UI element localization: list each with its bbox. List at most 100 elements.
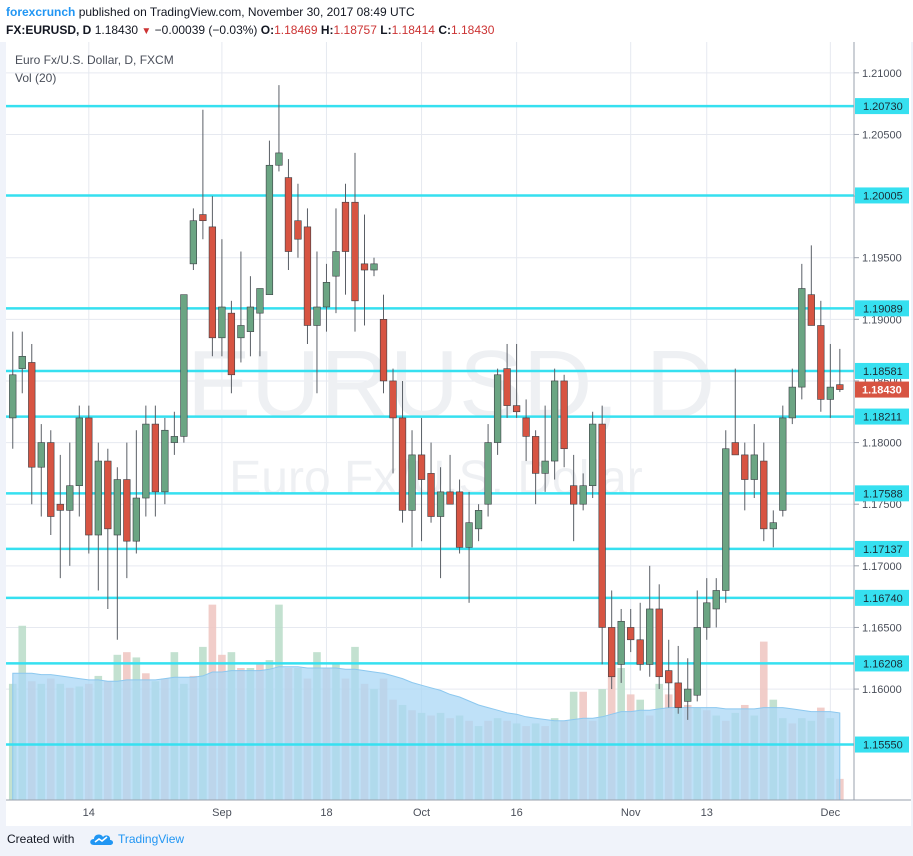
candle-up (189, 220, 198, 265)
candle-down (560, 380, 568, 450)
candle-up (684, 688, 692, 702)
candle-up (66, 485, 74, 511)
candle-up (9, 374, 17, 419)
candle-down (665, 670, 673, 684)
open-label: O: (260, 23, 275, 37)
level-label-box (855, 540, 909, 557)
candle-down (151, 423, 159, 493)
candle-down (417, 454, 426, 480)
candle-down (389, 380, 397, 419)
time-tick-label: Dec (821, 807, 841, 819)
candle-up (798, 288, 806, 388)
candle-down (341, 201, 350, 252)
candle-up (256, 288, 264, 314)
tradingview-brand-link[interactable]: TradingView (118, 832, 185, 846)
candle-up (826, 386, 834, 400)
candle-down (123, 479, 131, 542)
candle-up (484, 442, 492, 505)
chart-header: forexcrunch published on TradingView.com… (0, 0, 913, 42)
candle-up (408, 454, 416, 511)
candle-down (608, 627, 616, 678)
candle-up (769, 522, 777, 530)
candle-down (294, 220, 302, 240)
candle-down (512, 405, 521, 413)
level-label-box (855, 300, 909, 317)
candle-up (750, 454, 758, 480)
price-tick-label: 1.17000 (862, 561, 902, 573)
level-label-box (855, 408, 909, 425)
candle-down (47, 442, 55, 517)
time-tick-label: 16 (510, 807, 522, 819)
ohlc-legend: FX:EURUSD, D 1.18430 ▼ −0.00039 (−0.03%)… (6, 23, 494, 37)
candle-up (313, 306, 321, 326)
change-down-icon: ▼ (141, 26, 152, 37)
volume-ma-area (12, 666, 841, 801)
candle-down (351, 201, 359, 302)
candle-up (579, 485, 587, 505)
last-price-label: 1.18430 (862, 385, 902, 397)
candle-down (446, 491, 454, 505)
close-label: C: (438, 23, 451, 37)
chart-title: Euro Fx/U.S. Dollar, D, FXCM (15, 53, 174, 67)
candle-up (237, 325, 245, 339)
time-tick-label: 14 (83, 807, 95, 819)
tradingview-cloud-icon (90, 834, 113, 845)
author-link[interactable]: forexcrunch (6, 5, 76, 19)
open-value: 1.18469 (274, 23, 318, 37)
candles (9, 85, 844, 720)
candle-up (493, 374, 502, 443)
candle-up (142, 423, 150, 499)
price-tick-label: 1.20500 (862, 129, 902, 141)
level-label-box (855, 485, 909, 502)
level-label-text: 1.19089 (863, 303, 903, 315)
level-label-text: 1.18211 (863, 412, 902, 424)
price-tick-label: 1.16500 (862, 622, 902, 634)
candle-up (332, 251, 340, 277)
candle-up (113, 479, 121, 536)
candle-up (275, 152, 283, 166)
candle-up (37, 442, 45, 468)
price-tick-label: 1.17500 (862, 499, 902, 511)
candle-down (674, 682, 682, 708)
candle-up (322, 282, 331, 308)
candle-down (227, 312, 236, 376)
candle-down (427, 473, 435, 517)
candlestick-chart[interactable]: EURUSD, D Euro Fx/U.S. Dollar 1.21000 1.2… (6, 42, 911, 826)
level-label-box (855, 655, 909, 672)
high-label: H: (320, 23, 334, 37)
last-price-box (855, 381, 909, 398)
candle-up (722, 448, 730, 591)
last-price-text: 1.18430 (94, 23, 139, 37)
candle-up (474, 510, 483, 530)
watermark: EURUSD, D Euro Fx/U.S. Dollar (187, 331, 715, 505)
candle-down (636, 639, 644, 665)
published-text: published on TradingView.com, November 3… (78, 5, 415, 19)
change-text: −0.00039 (−0.03%) (154, 23, 258, 37)
low-label: L: (380, 23, 392, 37)
candle-down (741, 454, 749, 480)
time-axis[interactable]: 14 Sep 18 Oct 16 Nov 13 Dec (83, 807, 841, 819)
candle-down (398, 417, 407, 511)
candle-down (503, 368, 511, 406)
volume-indicator-label: Vol (20) (15, 71, 56, 85)
level-label-text: 1.16740 (863, 593, 903, 605)
candle-down (284, 177, 293, 252)
candle-down (655, 608, 663, 678)
time-tick-label: 13 (701, 807, 713, 819)
candle-down (627, 627, 635, 641)
candle-down (56, 503, 64, 511)
candle-up (779, 417, 787, 511)
candle-down (731, 442, 739, 456)
level-label-text: 1.20730 (863, 101, 903, 113)
candle-up (218, 306, 226, 339)
high-value: 1.18757 (333, 23, 377, 37)
candle-up (180, 294, 188, 437)
candle-down (817, 325, 825, 400)
low-value: 1.18414 (391, 23, 435, 37)
candle-down (455, 491, 464, 548)
symbol-label: FX:EURUSD, D (6, 23, 92, 37)
candle-down (85, 417, 93, 536)
candle-down (531, 436, 540, 474)
candle-up (265, 164, 274, 295)
created-with-text: Created with (7, 832, 75, 846)
